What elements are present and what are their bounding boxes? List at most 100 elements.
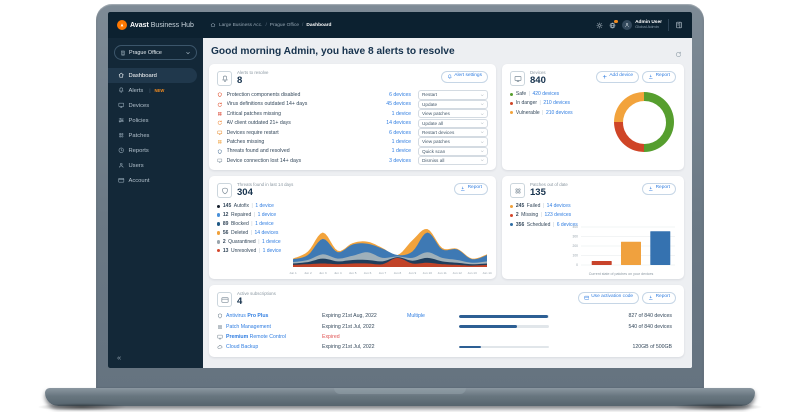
alert-devices-link[interactable]: 6 devices xyxy=(389,129,411,136)
legend-devices-link[interactable]: 1 device xyxy=(257,212,277,219)
alert-action-dropdown[interactable]: Dismiss all xyxy=(418,156,488,166)
legend-devices-link[interactable]: 1 device xyxy=(262,238,281,245)
breadcrumb-item[interactable]: Prague Office xyxy=(269,22,300,28)
legend-separator: | xyxy=(250,229,252,236)
sidebar-item-label: Devices xyxy=(128,102,150,109)
subscription-name-link[interactable]: Antivirus Pro Plus xyxy=(226,313,268,319)
alert-devices-link[interactable]: 3 devices xyxy=(389,157,411,164)
legend-count: 89 xyxy=(222,221,229,228)
sidebar-item-account[interactable]: Account xyxy=(108,173,203,188)
legend-label: Vulnerable xyxy=(515,109,540,116)
alert-action-dropdown[interactable]: Restart xyxy=(418,90,488,100)
subscription-name-part: Cloud Backup xyxy=(226,343,259,350)
bell-icon xyxy=(118,87,125,94)
sidebar-collapse-button[interactable]: « xyxy=(117,353,122,362)
legend-devices-link[interactable]: 14 devices xyxy=(254,229,279,236)
alert-settings-button[interactable]: Alert settings xyxy=(440,71,488,83)
legend-devices-link[interactable]: 420 devices xyxy=(532,91,560,98)
svg-text:Jun 7: Jun 7 xyxy=(379,271,387,275)
svg-text:Jun 14: Jun 14 xyxy=(482,271,492,275)
alert-devices-link[interactable]: 6 devices xyxy=(389,91,411,98)
bell-icon xyxy=(447,74,453,80)
alert-action-dropdown[interactable]: Update xyxy=(418,99,488,109)
patches-report-button[interactable]: Report xyxy=(642,183,676,195)
legend-devices-link[interactable]: 210 devices xyxy=(545,109,573,116)
legend-devices-link[interactable]: 14 devices xyxy=(546,203,571,210)
subscription-name-link[interactable]: Cloud Backup xyxy=(226,344,258,350)
download-icon xyxy=(648,74,654,80)
breadcrumb-separator: / xyxy=(265,22,267,28)
alert-devices-link[interactable]: 1 device xyxy=(391,110,411,117)
legend-devices-link[interactable]: 123 devices xyxy=(544,212,572,219)
sidebar-item-policies[interactable]: Policies xyxy=(108,113,203,128)
add-device-button[interactable]: Add device xyxy=(595,71,640,83)
alert-action-dropdown[interactable]: Restart devices xyxy=(418,127,488,138)
alert-devices-link[interactable]: 1 device xyxy=(391,148,411,155)
sidebar-item-alerts[interactable]: Alerts | NEW xyxy=(108,83,203,98)
legend-devices-link[interactable]: 6 devices xyxy=(556,221,578,228)
alert-action-dropdown[interactable]: Update all xyxy=(418,118,488,128)
sidebar-item-users[interactable]: Users xyxy=(108,158,203,173)
legend-devices-link[interactable]: 1 device xyxy=(255,203,274,210)
use-activation-code-button[interactable]: Use activation code xyxy=(577,292,640,304)
org-selector[interactable]: Prague Office xyxy=(114,45,197,60)
legend-count: 2 xyxy=(515,212,519,219)
svg-text:Jun 1: Jun 1 xyxy=(289,271,297,275)
legend-row: 13 Unresolved | 1 device xyxy=(217,248,488,254)
alert-action-dropdown[interactable]: Quick scan xyxy=(418,146,488,156)
legend-separator: | xyxy=(539,100,541,107)
alert-action-dropdown[interactable]: View patches xyxy=(418,109,488,119)
alert-devices-link[interactable]: 1 device xyxy=(391,138,411,145)
alert-action-label: View patches xyxy=(422,111,450,117)
monitor-icon xyxy=(217,158,223,164)
alert-action-label: Dismiss all xyxy=(422,158,445,164)
breadcrumb: Large Business Acc. / Prague Office / Dashbo… xyxy=(210,22,331,28)
svg-text:300: 300 xyxy=(572,235,578,239)
notifications-icon[interactable] xyxy=(609,20,618,29)
chevron-down-icon xyxy=(480,121,485,126)
sidebar-item-devices[interactable]: Devices xyxy=(108,98,203,113)
alert-action-dropdown[interactable]: View patches xyxy=(418,137,488,147)
threats-report-button[interactable]: Report xyxy=(454,183,488,195)
threats-report-label: Report xyxy=(467,185,482,191)
activity-log-icon[interactable] xyxy=(675,21,683,29)
legend-devices-link[interactable]: 1 device xyxy=(262,247,282,254)
sidebar-item-dashboard[interactable]: Dashboard xyxy=(108,68,197,83)
legend-label: In danger xyxy=(515,100,538,107)
subscriptions-report-button[interactable]: Report xyxy=(642,292,676,304)
alert-label: Virus definitions outdated 14+ days xyxy=(226,101,308,108)
avatar xyxy=(622,19,633,30)
laptop-base xyxy=(37,388,763,411)
sidebar-item-reports[interactable]: Reports xyxy=(108,143,203,158)
legend-dot xyxy=(510,110,514,115)
sidebar-item-label: Alerts xyxy=(128,87,144,94)
alert-row: Virus definitions outdated 14+ days 45 d… xyxy=(217,99,488,109)
alert-action-label: View patches xyxy=(422,139,450,145)
legend-separator: | xyxy=(251,203,253,210)
subscription-name-link[interactable]: Premium Remote Control xyxy=(226,334,286,340)
breadcrumb-item[interactable]: Dashboard xyxy=(306,22,332,28)
sidebar-item-label: Dashboard xyxy=(128,72,157,79)
breadcrumb-item[interactable]: Large Business Acc. xyxy=(218,22,263,28)
user-menu[interactable]: Admin User Global Admin xyxy=(622,20,662,30)
home-icon[interactable] xyxy=(210,22,216,28)
alert-devices-link[interactable]: 45 devices xyxy=(386,101,411,108)
subscription-expiry: Expired xyxy=(322,333,340,340)
svg-text:Jun 2: Jun 2 xyxy=(304,271,312,275)
legend-devices-link[interactable]: 1 device xyxy=(255,221,274,228)
subscription-name-part: Pro Plus xyxy=(247,313,269,320)
legend-devices-link[interactable]: 210 devices xyxy=(543,100,571,107)
alert-devices-link[interactable]: 14 devices xyxy=(386,120,411,127)
sidebar-item-patches[interactable]: Patches xyxy=(108,128,203,143)
svg-text:Jun 12: Jun 12 xyxy=(453,271,463,275)
refresh-icon[interactable] xyxy=(675,51,682,58)
subscription-name-link[interactable]: Patch Management xyxy=(226,324,271,330)
gear-icon[interactable] xyxy=(596,21,603,29)
legend-dot xyxy=(510,213,514,218)
subscription-multiple-link[interactable]: Multiple xyxy=(407,313,425,320)
alert-row: Device connection lost 14+ days 3 device… xyxy=(217,156,488,166)
devices-card: Devices 840 Add device Report xyxy=(502,64,684,170)
brand[interactable]: Avast Business Hub xyxy=(117,20,194,30)
devices-report-button[interactable]: Report xyxy=(642,71,676,83)
legend-separator: | xyxy=(528,91,530,98)
